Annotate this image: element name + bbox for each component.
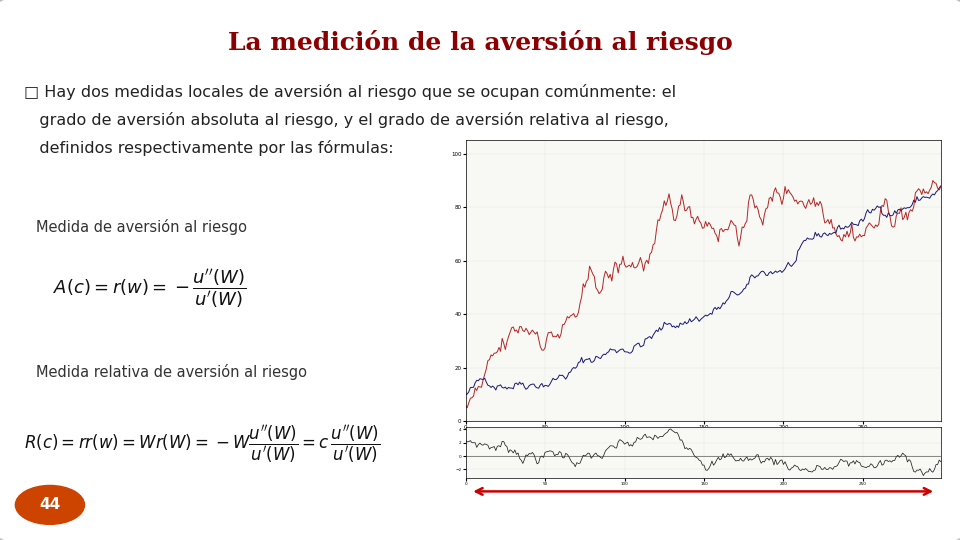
Text: definidos respectivamente por las fórmulas:: definidos respectivamente por las fórmul…: [24, 140, 394, 156]
Text: 44: 44: [39, 497, 60, 512]
Circle shape: [15, 485, 84, 524]
Text: La medición de la aversión al riesgo: La medición de la aversión al riesgo: [228, 30, 732, 55]
Text: Medida relativa de aversión al riesgo: Medida relativa de aversión al riesgo: [36, 364, 307, 381]
Text: grado de aversión absoluta al riesgo, y el grado de aversión relativa al riesgo,: grado de aversión absoluta al riesgo, y …: [24, 112, 669, 128]
Text: $R(c) = rr(w) = Wr(W) = -W\dfrac{u''(W)}{u'(W)} = c\,\dfrac{u''(W)}{u'(W)}$: $R(c) = rr(w) = Wr(W) = -W\dfrac{u''(W)}…: [24, 424, 380, 466]
Text: $A(c) = r(w) = -\dfrac{u''(W)}{u'(W)}$: $A(c) = r(w) = -\dfrac{u''(W)}{u'(W)}$: [53, 267, 246, 310]
Text: □ Hay dos medidas locales de aversión al riesgo que se ocupan comúnmente: el: □ Hay dos medidas locales de aversión al…: [24, 84, 676, 100]
Text: Medida de aversión al riesgo: Medida de aversión al riesgo: [36, 219, 248, 235]
